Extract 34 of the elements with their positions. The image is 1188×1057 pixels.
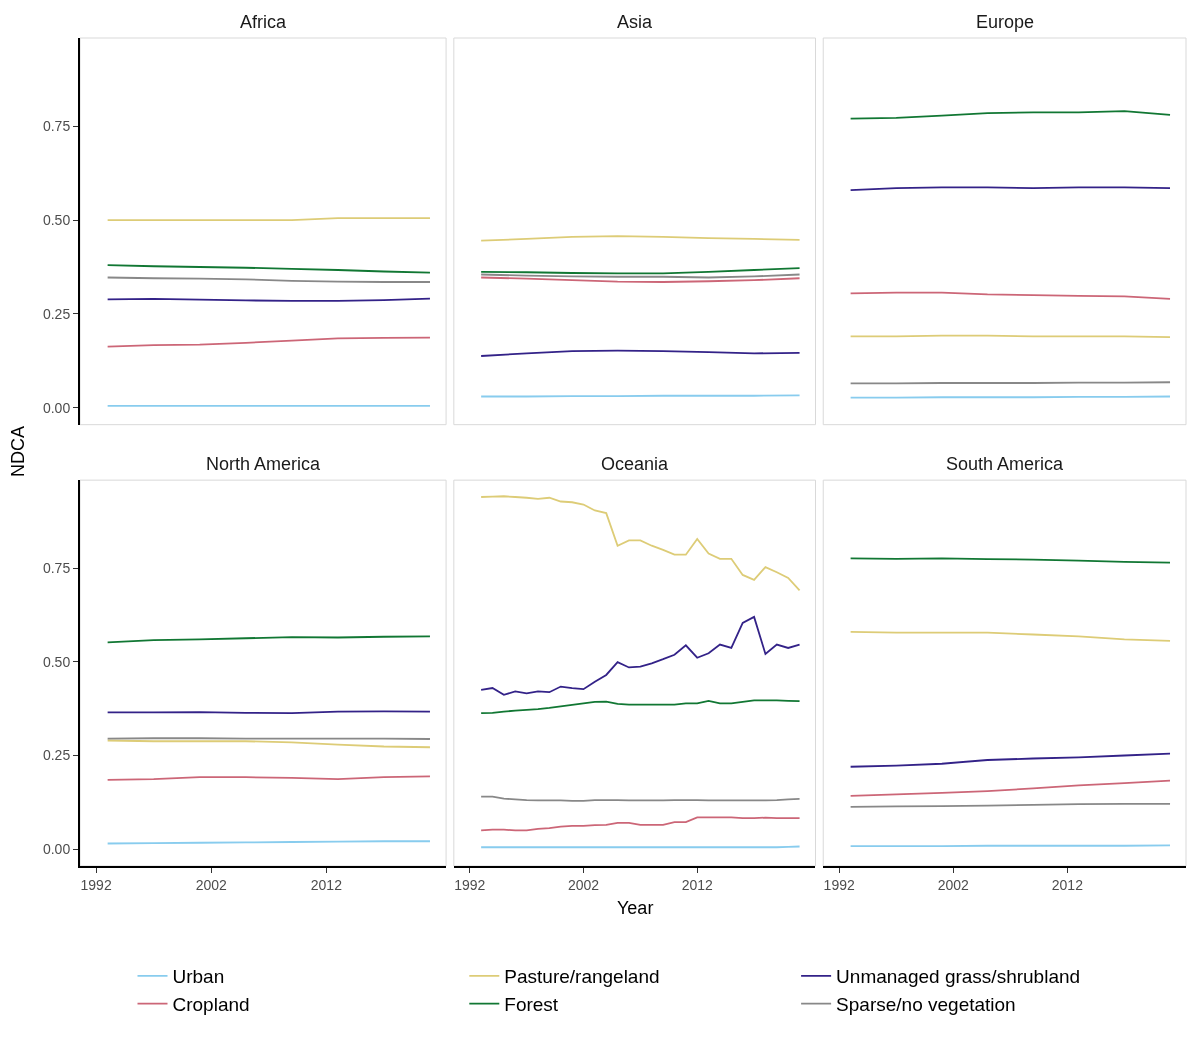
chart-title: Africa: [240, 12, 287, 32]
legend-label: Urban: [172, 966, 225, 988]
y-tick-label: 0.50: [42, 211, 71, 228]
x-axis-title: Year: [617, 898, 654, 918]
x-tick-label: 2012: [310, 876, 343, 893]
x-tick-label: 2002: [195, 876, 228, 893]
x-tick-label: 2002: [937, 876, 970, 893]
x-tick-label: 1992: [823, 876, 855, 893]
legend-label: Unmanaged grass/shrubland: [836, 966, 1081, 988]
y-tick-label: 0.75: [42, 118, 71, 135]
chart-title: North America: [206, 454, 322, 474]
y-tick-label: 0.75: [42, 560, 71, 577]
x-tick-label: 1992: [454, 876, 486, 893]
x-tick-label: 2012: [1051, 876, 1084, 893]
x-tick-label: 1992: [80, 876, 112, 893]
chart-title: Asia: [617, 12, 653, 32]
chart-title: South America: [946, 454, 1065, 474]
legend-label: Forest: [504, 994, 559, 1016]
legend-label: Cropland: [172, 994, 250, 1016]
line-series: [106, 336, 431, 348]
legend-label: Sparse/no vegetation: [836, 994, 1016, 1016]
y-tick-label: 0.00: [42, 841, 71, 858]
y-axis-title: NDCA: [8, 425, 28, 477]
y-tick-label: 0.25: [42, 747, 71, 764]
y-tick-label: 0.50: [42, 653, 71, 670]
line-series: [106, 739, 431, 749]
x-tick-label: 2012: [681, 876, 713, 893]
y-tick-label: 0.00: [42, 399, 71, 416]
y-tick-label: 0.25: [42, 305, 71, 322]
line-series: [106, 264, 431, 274]
x-tick-label: 2002: [567, 876, 600, 893]
chart-title: Oceania: [601, 454, 670, 474]
chart-title: Europe: [976, 12, 1035, 32]
legend-label: Pasture/rangeland: [504, 966, 660, 988]
